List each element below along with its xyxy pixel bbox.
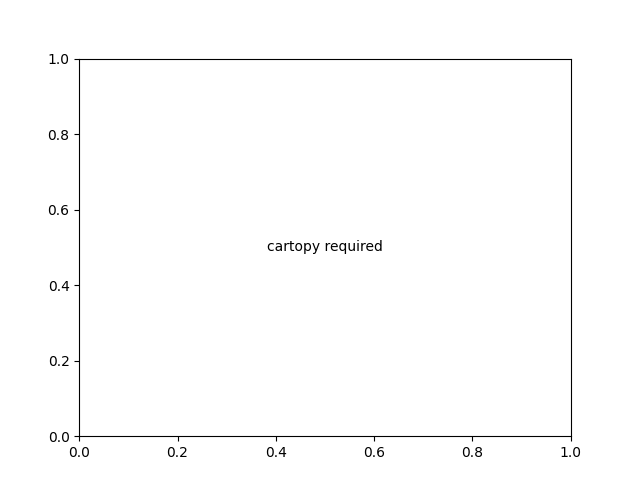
- Text: cartopy required: cartopy required: [267, 241, 383, 254]
